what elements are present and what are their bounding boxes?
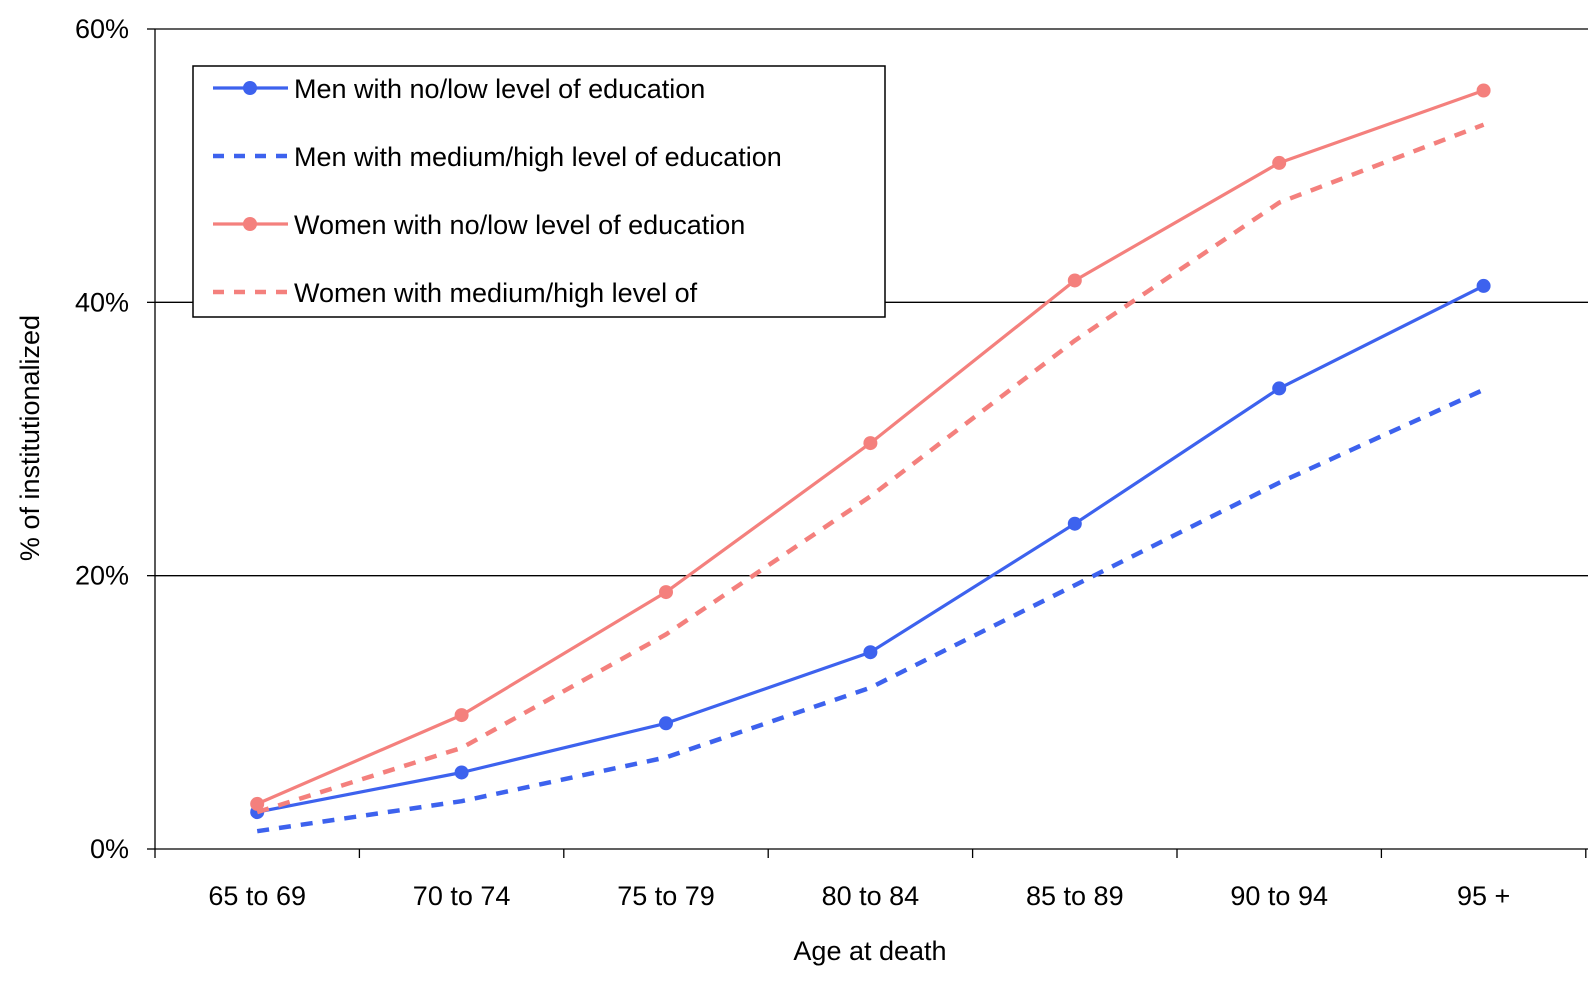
y-axis-title: % of institutionalized	[15, 315, 45, 561]
x-tick-label-70-to-74: 70 to 74	[413, 881, 511, 911]
x-tick-label-95: 95 +	[1457, 881, 1510, 911]
x-axis-title: Age at death	[793, 936, 946, 966]
legend: Men with no/low level of education Men wi…	[192, 65, 886, 318]
legend-label: Men with medium/high level of education	[294, 142, 782, 172]
data-point-marker	[250, 796, 265, 811]
data-point-marker	[454, 765, 469, 780]
y-tick-label: 0%	[90, 834, 129, 864]
series-line	[256, 387, 1485, 834]
series-line	[256, 284, 1485, 814]
x-tick-label-85-to-89: 85 to 89	[1026, 881, 1124, 911]
legend-label: Men with no/low level of education	[294, 74, 705, 104]
series-women-with-no-low-level-of-education	[250, 83, 1491, 811]
y-tick-label: 40%	[75, 287, 129, 317]
data-point-marker	[659, 716, 673, 731]
series-men-with-medium-high-level-of-education	[256, 387, 1485, 834]
legend-item-women-with-no-low-level-of-education: Women with no/low level of education	[213, 210, 745, 240]
legend-item-women-with-medium-high-level-of: Women with medium/high level of	[213, 278, 698, 308]
series-lines	[250, 83, 1491, 834]
data-point-marker	[863, 436, 878, 451]
x-tick-label-65-to-69: 65 to 69	[208, 881, 306, 911]
series-line	[256, 122, 1485, 815]
y-tick-label: 60%	[75, 14, 129, 44]
data-point-marker	[863, 645, 878, 660]
y-tick-label: 20%	[75, 561, 129, 591]
axes	[147, 28, 1588, 858]
data-point-marker	[1067, 516, 1082, 531]
x-tick-label-90-to-94: 90 to 94	[1230, 881, 1328, 911]
data-point-marker	[1067, 273, 1082, 288]
legend-label: Women with no/low level of education	[294, 210, 745, 240]
data-point-marker	[1272, 155, 1287, 170]
series-men-with-no-low-level-of-education	[250, 278, 1491, 820]
data-point-marker	[1476, 278, 1491, 293]
legend-item-men-with-no-low-level-of-education: Men with no/low level of education	[213, 74, 705, 104]
data-point-marker	[1476, 83, 1491, 98]
x-tick-label-80-to-84: 80 to 84	[822, 881, 920, 911]
legend-swatch-marker	[243, 217, 257, 231]
legend-items: Men with no/low level of education Men wi…	[213, 74, 782, 308]
legend-item-men-with-medium-high-level-of-education: Men with medium/high level of education	[213, 142, 782, 172]
data-point-marker	[659, 585, 673, 600]
data-point-marker	[454, 708, 469, 723]
x-tick-label-75-to-79: 75 to 79	[617, 881, 715, 911]
data-point-marker	[1272, 381, 1287, 396]
legend-swatch-marker	[243, 81, 257, 95]
series-women-with-medium-high-level-of	[256, 122, 1485, 815]
legend-box	[192, 65, 886, 318]
tick-labels: 0% 20% 40% 60% 65 to 69 70 to 74 75 to 79 80 to…	[75, 14, 1510, 911]
legend-label: Women with medium/high level of	[294, 278, 698, 308]
